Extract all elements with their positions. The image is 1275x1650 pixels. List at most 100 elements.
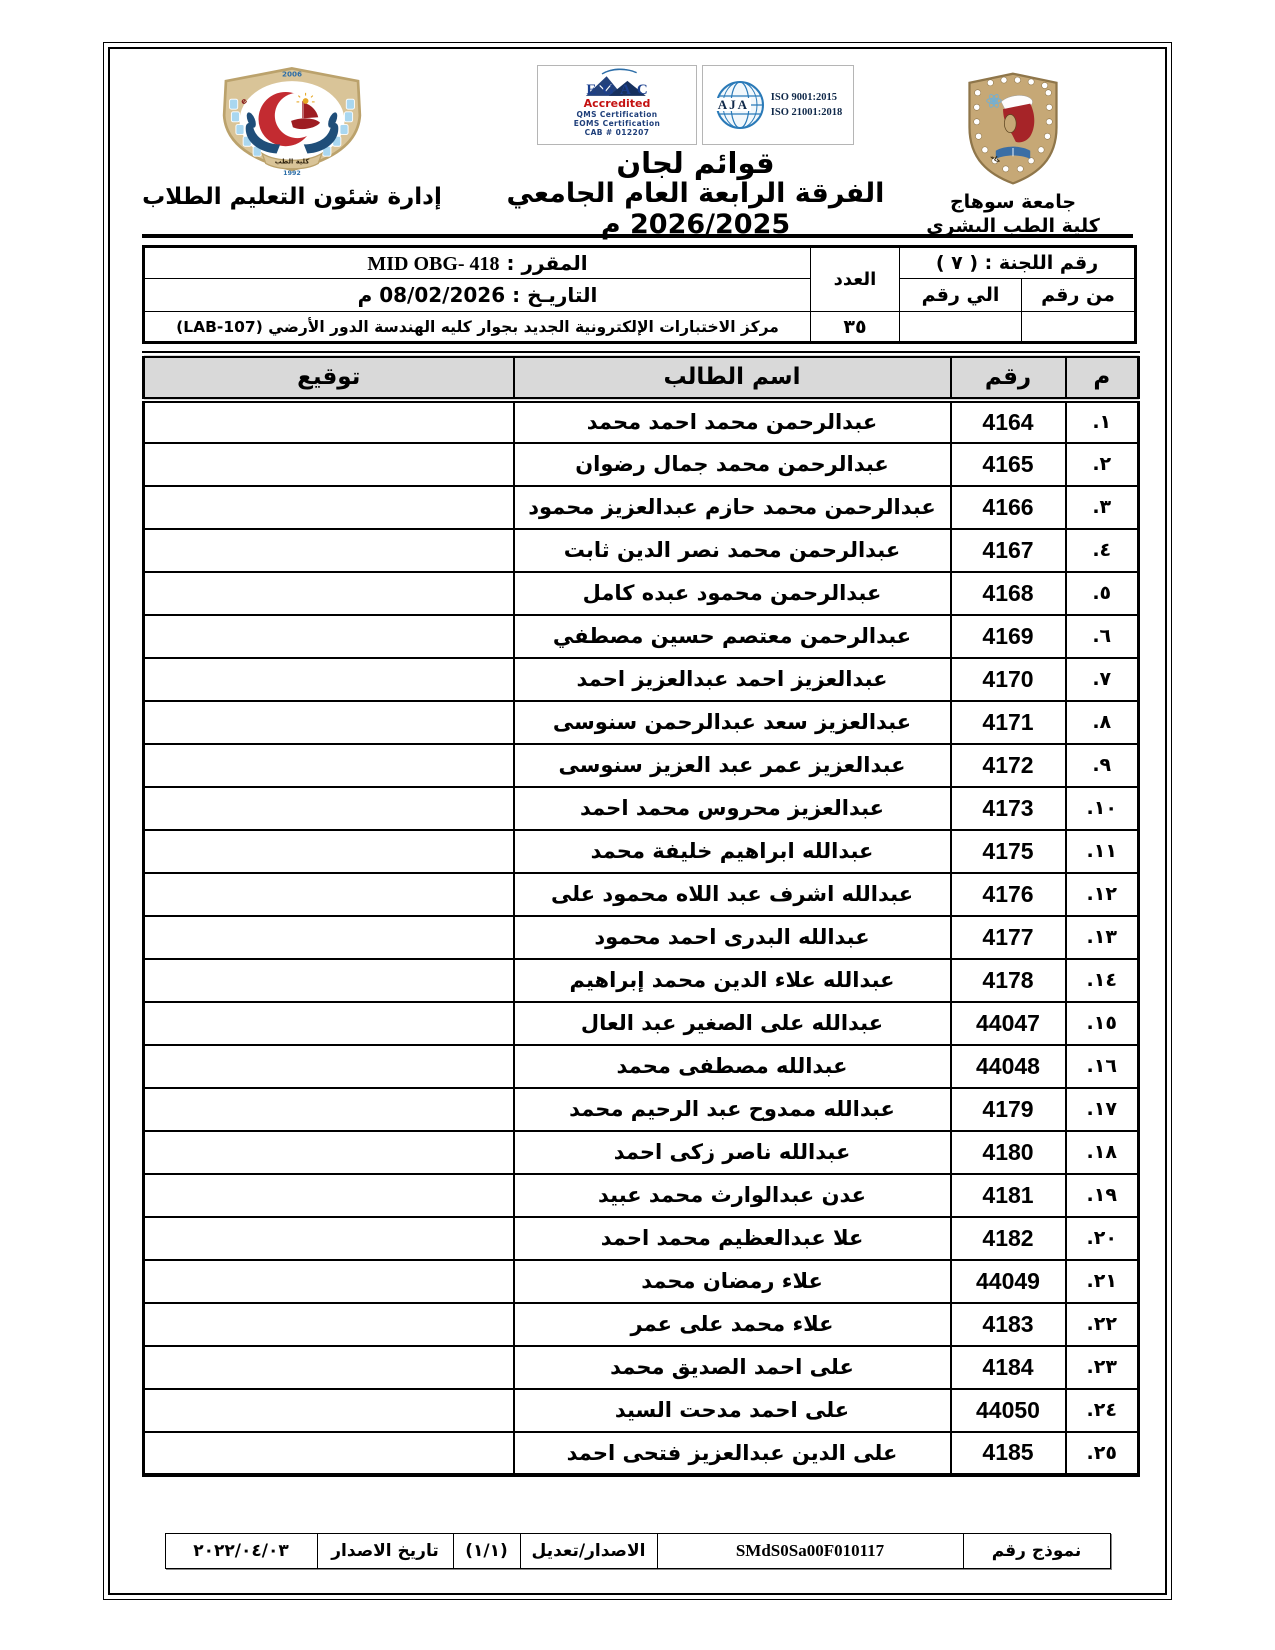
row-seat-number: 4176 bbox=[949, 871, 1067, 917]
atom-icon bbox=[986, 94, 1002, 108]
exam-date: التاريـخ : 08/02/2026 م bbox=[143, 278, 811, 312]
aja-iso-logo: AJA ISO 9001:2015 ISO 21001:2018 bbox=[702, 65, 854, 145]
row-index: ١٥. bbox=[1064, 1000, 1140, 1046]
row-signature-cell bbox=[142, 1301, 515, 1347]
row-student-name: عبدالله على الصغير عبد العال bbox=[512, 1000, 952, 1046]
row-student-name: عبدالله ممدوح عبد الرحيم محمد bbox=[512, 1086, 952, 1132]
row-seat-number: 4170 bbox=[949, 656, 1067, 702]
form-number-value: SMdS0Sa00F010117 bbox=[656, 1532, 964, 1569]
row-seat-number: 4180 bbox=[949, 1129, 1067, 1175]
table-row: ١٦. 44048 عبدالله مصطفى محمد bbox=[142, 1043, 1140, 1089]
table-row: ١٩. 4181 عدن عبدالوارث محمد عبيد bbox=[142, 1172, 1140, 1218]
table-row: ٤. 4167 عبدالرحمن محمد نصر الدين ثابت bbox=[142, 527, 1140, 573]
faculty-of-medicine-logo-icon: 2006 Faculty of Medicine bbox=[210, 55, 362, 177]
row-signature-cell bbox=[142, 527, 515, 573]
col-header-index: م bbox=[1064, 353, 1140, 403]
row-signature-cell bbox=[142, 1129, 515, 1175]
egac-cert-line-1: QMS Certification bbox=[576, 110, 658, 120]
row-index: ٢٢. bbox=[1064, 1301, 1140, 1347]
row-signature-cell bbox=[142, 1258, 515, 1304]
table-row: ١٠. 4173 عبدالعزيز محروس محمد احمد bbox=[142, 785, 1140, 831]
row-index: ٢٥. bbox=[1064, 1430, 1140, 1476]
table-header-row: م رقم اسم الطالب توقيع bbox=[142, 353, 1140, 403]
count-value: ٣٥ bbox=[809, 311, 900, 343]
row-seat-number: 44048 bbox=[949, 1043, 1067, 1089]
faculty-logo-top-year: 2006 bbox=[282, 70, 302, 79]
table-row: ٢. 4165 عبدالرحمن محمد جمال رضوان bbox=[142, 441, 1140, 487]
student-table-body: ١. 4164 عبدالرحمن محمد احمد محمد ٢. 4165… bbox=[142, 398, 1140, 1476]
committee-number: رقم اللجنة : ( ٧ ) bbox=[898, 246, 1137, 279]
course-cell: المقرر : MID OBG- 418 bbox=[143, 246, 811, 279]
to-number-label: الي رقم bbox=[898, 278, 1023, 312]
row-index: ٩. bbox=[1064, 742, 1140, 788]
row-student-name: علا عبدالعظيم محمد احمد bbox=[512, 1215, 952, 1261]
department-name: إدارة شئون التعليم الطلاب bbox=[142, 184, 442, 210]
table-row: ٢١. 44049 علاء رمضان محمد bbox=[142, 1258, 1140, 1304]
table-row: ٢٠. 4182 علا عبدالعظيم محمد احمد bbox=[142, 1215, 1140, 1261]
row-student-name: عبدالله ناصر زكى احمد bbox=[512, 1129, 952, 1175]
row-seat-number: 4171 bbox=[949, 699, 1067, 745]
row-signature-cell bbox=[142, 1086, 515, 1132]
row-seat-number: 4168 bbox=[949, 570, 1067, 616]
row-signature-cell bbox=[142, 613, 515, 659]
row-index: ١٢. bbox=[1064, 871, 1140, 917]
table-row: ٦. 4169 عبدالرحمن معتصم حسين مصطفي bbox=[142, 613, 1140, 659]
row-student-name: علاء محمد على عمر bbox=[512, 1301, 952, 1347]
row-signature-cell bbox=[142, 1000, 515, 1046]
row-seat-number: 4183 bbox=[949, 1301, 1067, 1347]
row-student-name: عبدالعزيز سعد عبدالرحمن سنوسى bbox=[512, 699, 952, 745]
table-row: ٣. 4166 عبدالرحمن محمد حازم عبدالعزيز مح… bbox=[142, 484, 1140, 530]
table-row: ٢٤. 44050 على احمد مدحت السيد bbox=[142, 1387, 1140, 1433]
faculty-logo-bottom-text: كلية الطب bbox=[275, 157, 310, 165]
row-signature-cell bbox=[142, 1172, 515, 1218]
col-header-number: رقم bbox=[949, 353, 1067, 403]
egac-accredited-label: Accredited bbox=[583, 97, 651, 110]
row-seat-number: 4177 bbox=[949, 914, 1067, 960]
egac-accreditation-logo: EGAC Accredited QMS Certification EOMS C… bbox=[537, 65, 697, 145]
egac-cert-line-3: CAB # 012207 bbox=[584, 128, 650, 138]
count-label: العدد bbox=[809, 246, 900, 312]
row-student-name: عبدالعزيز محروس محمد احمد bbox=[512, 785, 952, 831]
table-row: ٢٢. 4183 علاء محمد على عمر bbox=[142, 1301, 1140, 1347]
faculty-logo-bottom-year: 1992 bbox=[283, 170, 301, 177]
table-row: ١١. 4175 عبدالله ابراهيم خليفة محمد bbox=[142, 828, 1140, 874]
table-row: ١٣. 4177 عبدالله البدرى احمد محمود bbox=[142, 914, 1140, 960]
row-seat-number: 4178 bbox=[949, 957, 1067, 1003]
row-index: ١٠. bbox=[1064, 785, 1140, 831]
row-student-name: عبدالله البدرى احمد محمود bbox=[512, 914, 952, 960]
row-signature-cell bbox=[142, 957, 515, 1003]
row-student-name: عبدالله اشرف عبد اللاه محمود على bbox=[512, 871, 952, 917]
row-signature-cell bbox=[142, 570, 515, 616]
university-block: جامعة سوهاج جامعة سوهاج كلية الطب البشرى bbox=[893, 63, 1133, 239]
row-signature-cell bbox=[142, 914, 515, 960]
egac-mountains-icon bbox=[585, 68, 646, 96]
row-seat-number: 44050 bbox=[949, 1387, 1067, 1433]
row-index: ٢. bbox=[1064, 441, 1140, 487]
course-code: MID OBG- 418 bbox=[367, 252, 500, 275]
row-index: ٤. bbox=[1064, 527, 1140, 573]
table-row: ٥. 4168 عبدالرحمن محمود عبده كامل bbox=[142, 570, 1140, 616]
row-signature-cell bbox=[142, 656, 515, 702]
row-signature-cell bbox=[142, 1344, 515, 1390]
row-signature-cell bbox=[142, 828, 515, 874]
boat-and-sun-icon bbox=[291, 92, 321, 130]
row-student-name: علاء رمضان محمد bbox=[512, 1258, 952, 1304]
table-row: ١٥. 44047 عبدالله على الصغير عبد العال bbox=[142, 1000, 1140, 1046]
sohag-university-logo-icon: جامعة سوهاج bbox=[959, 66, 1058, 185]
row-index: ٢٠. bbox=[1064, 1215, 1140, 1261]
faculty-name: كلية الطب البشرى bbox=[926, 214, 1100, 237]
table-row: ١. 4164 عبدالرحمن محمد احمد محمد bbox=[142, 398, 1140, 444]
row-signature-cell bbox=[142, 742, 515, 788]
row-index: ١٧. bbox=[1064, 1086, 1140, 1132]
row-seat-number: 4182 bbox=[949, 1215, 1067, 1261]
row-signature-cell bbox=[142, 1215, 515, 1261]
row-index: ٢٤. bbox=[1064, 1387, 1140, 1433]
to-number-value bbox=[898, 311, 1023, 343]
row-index: ٦. bbox=[1064, 613, 1140, 659]
university-name: جامعة سوهاج bbox=[949, 191, 1077, 213]
issue-date-label: تاريخ الاصدار bbox=[316, 1532, 454, 1569]
row-signature-cell bbox=[142, 699, 515, 745]
aja-globe-icon: AJA bbox=[714, 79, 766, 131]
row-signature-cell bbox=[142, 1043, 515, 1089]
row-student-name: عبدالعزيز عمر عبد العزيز سنوسى bbox=[512, 742, 952, 788]
